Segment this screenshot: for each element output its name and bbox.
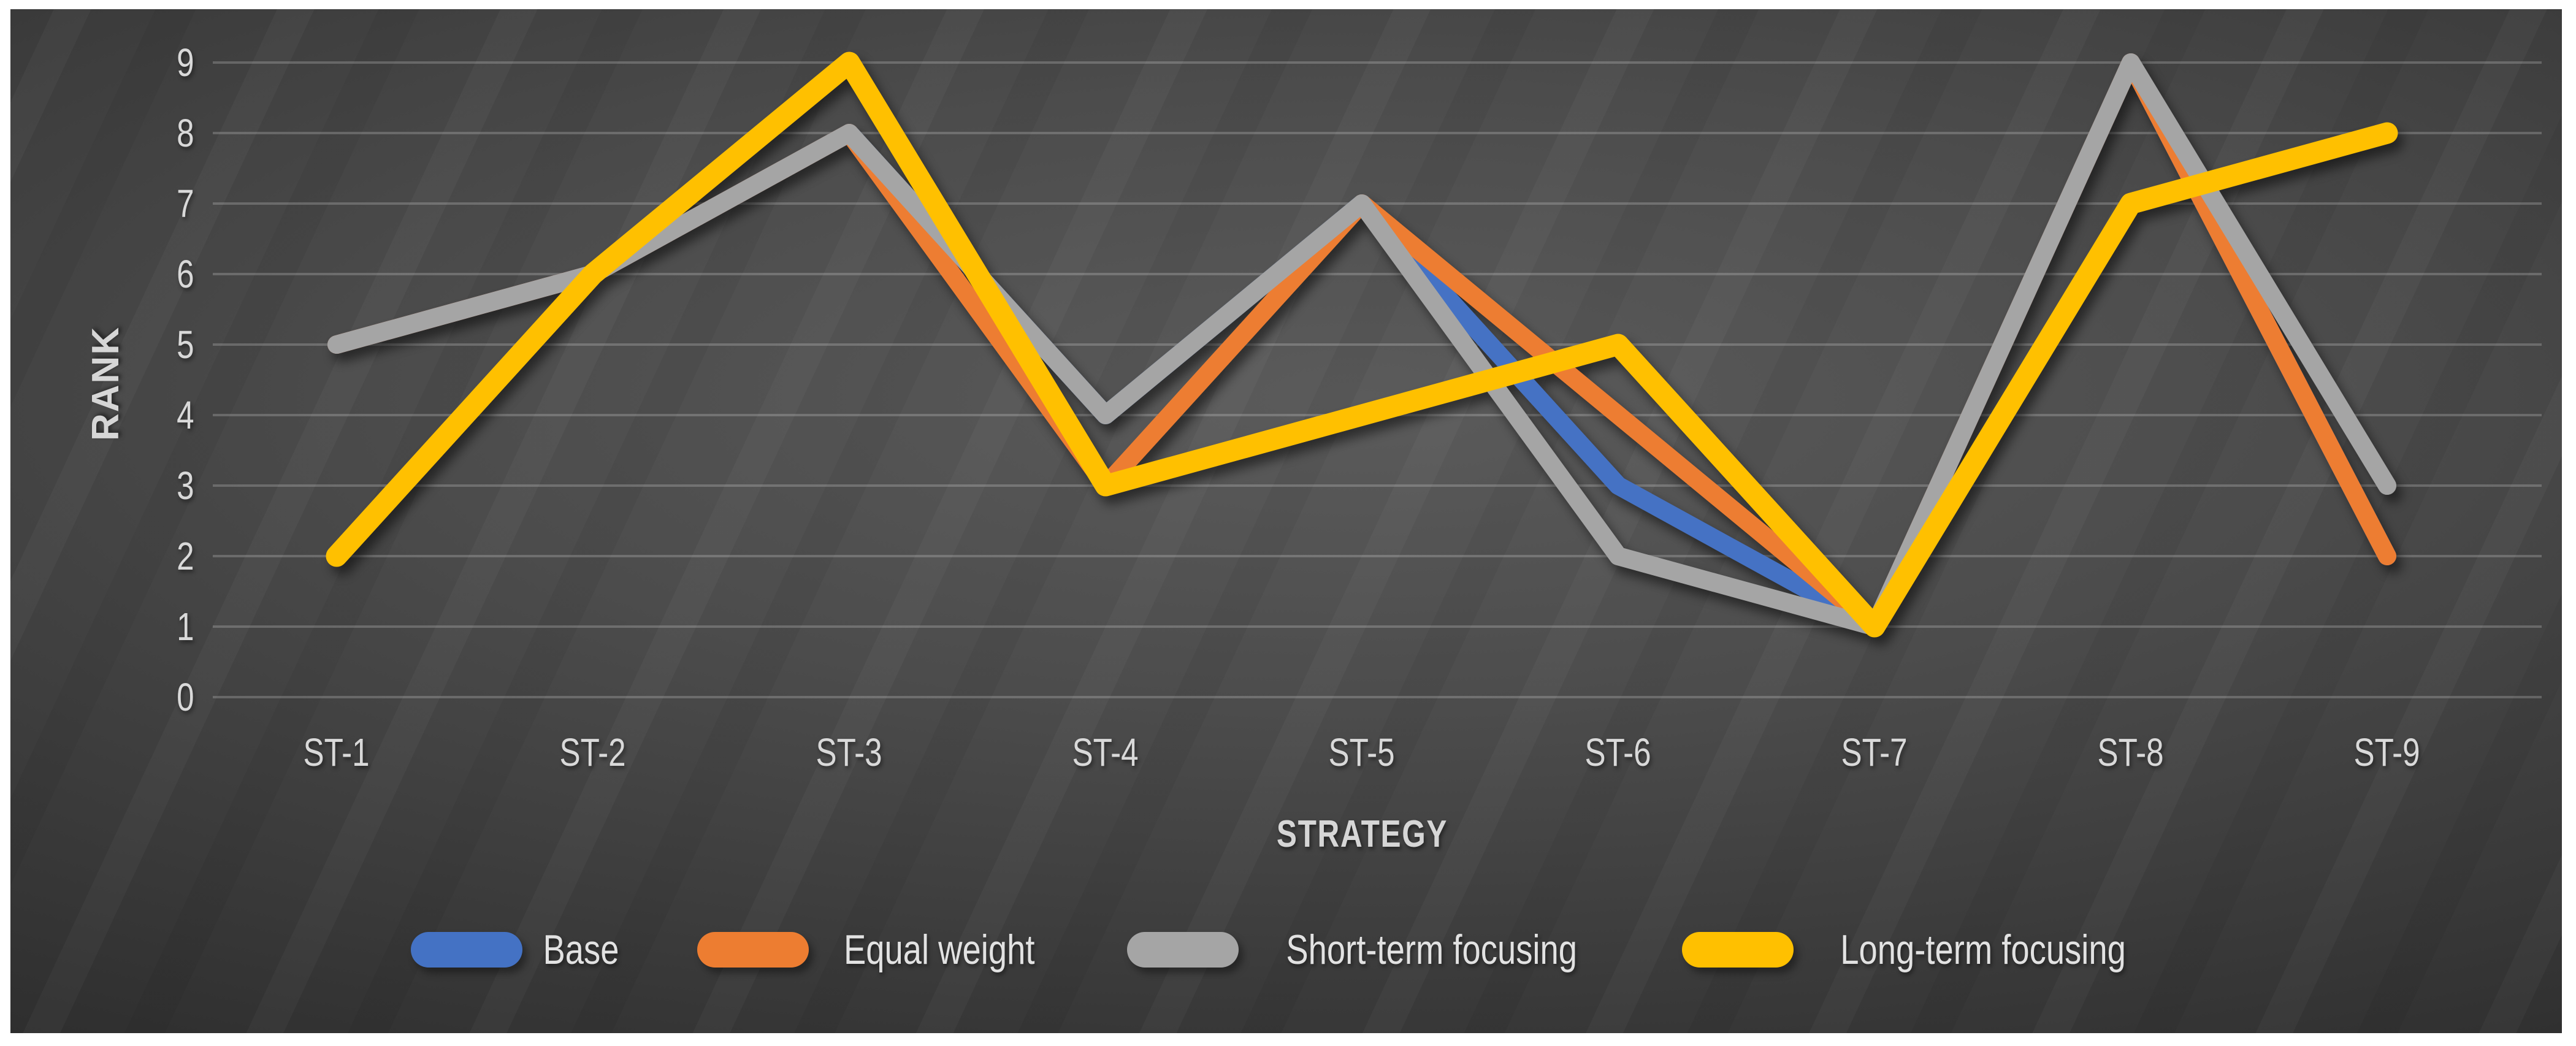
series-line-long-term-focusing xyxy=(326,52,2398,638)
x-category-text: ST-5 xyxy=(1328,730,1396,774)
x-category-label: ST-8 xyxy=(2033,733,2229,772)
y-tick-label: 6 xyxy=(96,254,194,294)
legend-label-short-term: Short-term focusing xyxy=(1250,928,1613,972)
x-axis-title-text: STRATEGY xyxy=(1276,813,1448,855)
legend-label-text: Short-term focusing xyxy=(1286,926,1577,973)
x-category-text: ST-4 xyxy=(1072,730,1139,774)
x-category-text: ST-3 xyxy=(816,730,883,774)
x-category-label: ST-5 xyxy=(1264,733,1460,772)
y-tick-text: 8 xyxy=(177,111,194,155)
y-tick-text: 2 xyxy=(177,534,194,578)
x-category-text: ST-6 xyxy=(1584,730,1652,774)
plot-svg xyxy=(213,52,2542,698)
y-tick-label: 2 xyxy=(96,536,194,576)
legend: Base Equal weight Short-term focusing Lo… xyxy=(10,928,2562,972)
y-tick-text: 6 xyxy=(177,252,194,296)
y-tick-text: 7 xyxy=(177,181,194,226)
legend-label-long-term: Long-term focusing xyxy=(1805,928,2161,972)
x-axis-title: STRATEGY xyxy=(994,812,1730,856)
legend-label-text: Equal weight xyxy=(843,926,1035,973)
x-category-label: ST-3 xyxy=(751,733,947,772)
legend-label-text: Base xyxy=(543,926,619,973)
x-category-label: ST-7 xyxy=(1776,733,1973,772)
y-tick-label: 8 xyxy=(96,113,194,153)
legend-swatch-long-term xyxy=(1682,932,1794,968)
x-category-label: ST-2 xyxy=(495,733,691,772)
y-tick-text: 0 xyxy=(177,675,194,719)
legend-item-equal-weight: Equal weight xyxy=(697,928,1058,972)
legend-swatch-short-term xyxy=(1126,932,1239,968)
y-tick-label: 1 xyxy=(96,607,194,646)
legend-swatch-equal-weight xyxy=(697,932,809,968)
x-category-text: ST-8 xyxy=(2097,730,2165,774)
y-tick-label: 7 xyxy=(96,184,194,223)
legend-item-base: Base xyxy=(410,928,629,972)
legend-swatch-base xyxy=(410,932,522,968)
legend-item-long-term: Long-term focusing xyxy=(1682,928,2161,972)
x-category-text: ST-7 xyxy=(1841,730,1908,774)
x-category-text: ST-1 xyxy=(303,730,370,774)
chart-canvas: RANK STRATEGY 9 8 7 6 5 4 3 2 1 0 ST-1 S… xyxy=(10,9,2562,1033)
y-tick-label: 9 xyxy=(96,43,194,82)
x-category-label: ST-9 xyxy=(2289,733,2485,772)
y-tick-label: 3 xyxy=(96,466,194,505)
series-lines xyxy=(326,52,2398,638)
x-category-label: ST-6 xyxy=(1520,733,1716,772)
y-tick-text: 5 xyxy=(177,323,194,367)
y-tick-text: 4 xyxy=(177,393,194,437)
y-tick-label: 5 xyxy=(96,325,194,364)
legend-item-short-term: Short-term focusing xyxy=(1126,928,1613,972)
y-tick-label: 0 xyxy=(96,678,194,717)
x-category-label: ST-1 xyxy=(239,733,435,772)
legend-label-equal-weight: Equal weight xyxy=(820,928,1058,972)
y-tick-text: 1 xyxy=(177,605,194,649)
x-category-label: ST-4 xyxy=(1007,733,1204,772)
legend-label-base: Base xyxy=(533,928,629,972)
series-line-short-term-focusing xyxy=(327,53,2396,636)
y-tick-text: 3 xyxy=(177,464,194,508)
y-tick-label: 4 xyxy=(96,395,194,435)
x-category-text: ST-9 xyxy=(2353,730,2421,774)
x-category-text: ST-2 xyxy=(559,730,627,774)
legend-label-text: Long-term focusing xyxy=(1840,926,2127,973)
y-tick-text: 9 xyxy=(177,40,194,85)
